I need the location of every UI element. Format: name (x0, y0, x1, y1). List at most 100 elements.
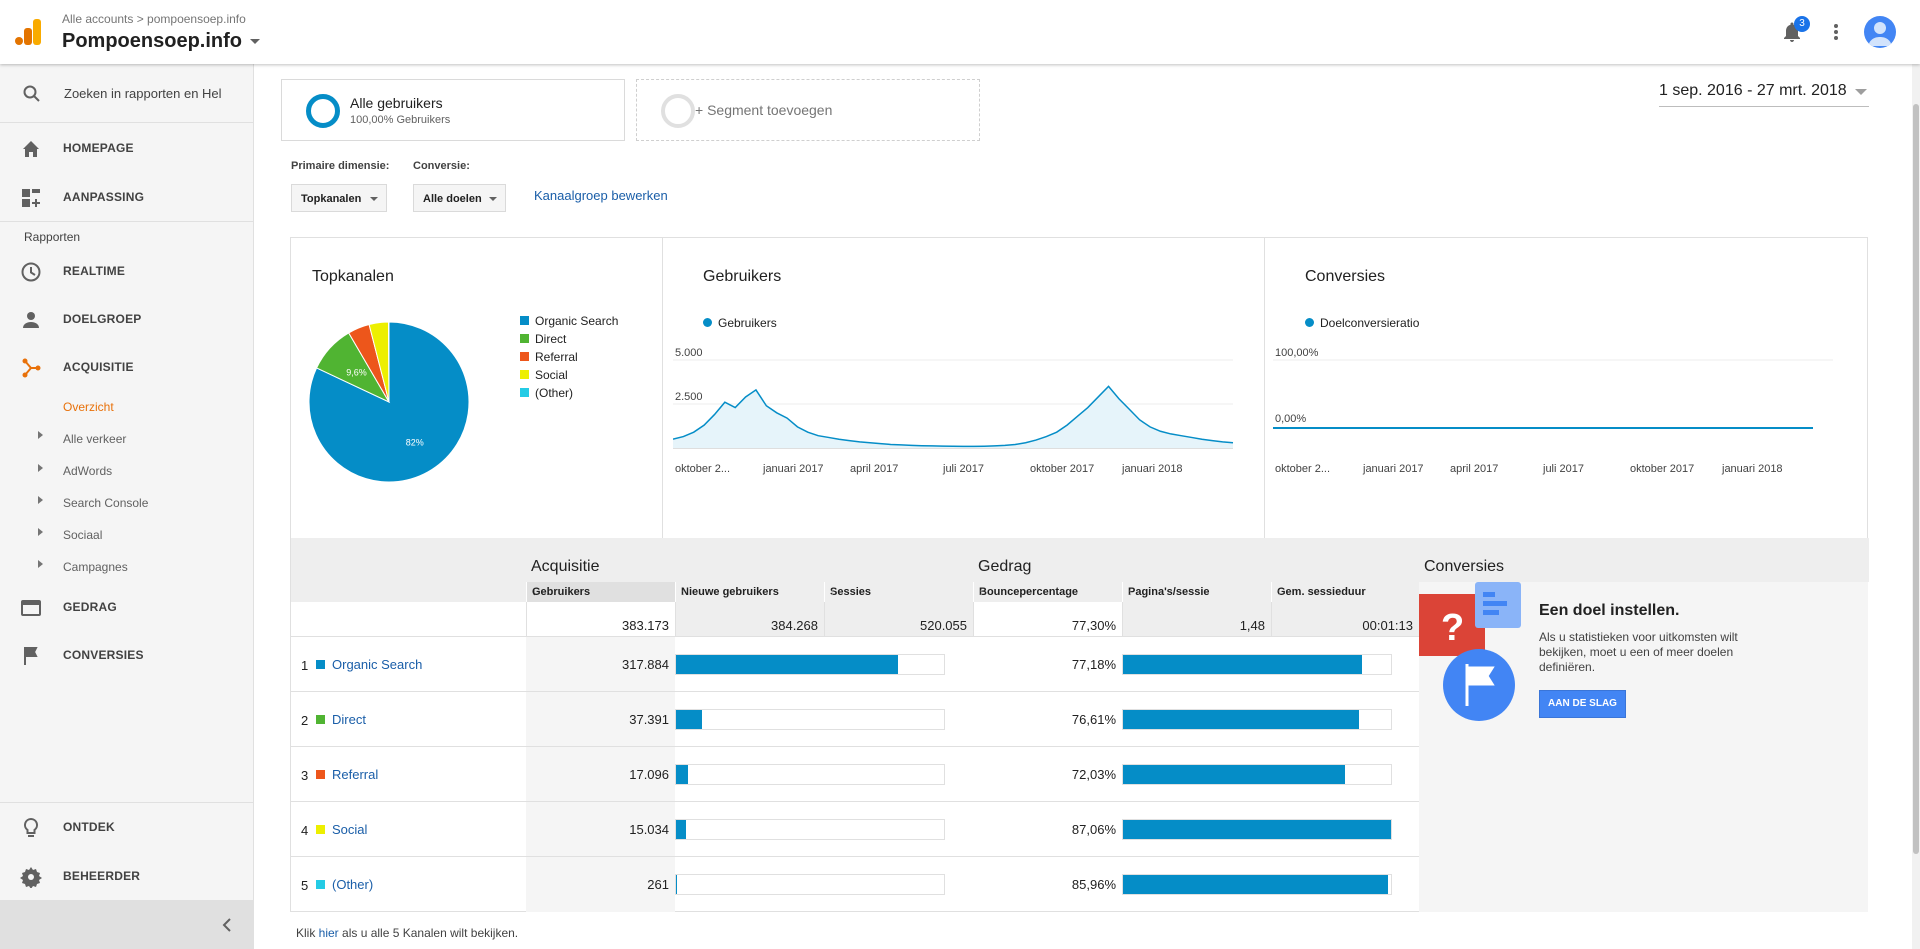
bounce-bar (1122, 654, 1392, 675)
column-header-sessions[interactable]: Sessies ↕ (824, 582, 973, 602)
table-row[interactable]: 4 Social 15.034 87,06% (291, 801, 1419, 857)
date-range-selector[interactable]: 1 sep. 2016 - 27 mrt. 2018 (1659, 82, 1869, 107)
users-bar (675, 764, 945, 785)
column-header-pages-per-session[interactable]: Pagina's/sessie ↕ (1122, 582, 1271, 602)
divider (0, 221, 254, 222)
gear-icon (20, 867, 42, 888)
sidebar-item-realtime[interactable]: REALTIME (0, 247, 254, 295)
more-options-icon[interactable] (1828, 20, 1844, 44)
column-header-bounce-rate[interactable]: Bouncepercentage ↕ (973, 582, 1122, 602)
group-label: Gedrag (978, 558, 1032, 575)
primary-dimension-dropdown[interactable]: Topkanalen (291, 184, 387, 212)
segment-ring-icon (661, 94, 695, 128)
channel-link[interactable]: Organic Search (332, 657, 423, 672)
add-segment-button[interactable]: + Segment toevoegen (636, 79, 980, 141)
row-number: 5 (301, 878, 309, 893)
channel-link[interactable]: Social (332, 822, 368, 837)
users-area-chart[interactable]: 5.000 2.500 oktober 2... januari 2017 april … (673, 338, 1253, 518)
sidebar-subitem-campaigns[interactable]: Campagnes (63, 560, 128, 574)
sidebar-subitem-adwords[interactable]: AdWords (63, 464, 113, 478)
users-value: 37.391 (526, 692, 675, 747)
search-input[interactable]: Zoeken in rapporten en Hel (64, 86, 222, 101)
conversion-line-chart[interactable]: 100,00% 0,00% oktober 2... januari 2017 apri… (1273, 338, 1853, 518)
legend-item[interactable]: (Other) (520, 386, 618, 400)
scrollbar[interactable] (1912, 64, 1920, 949)
channel-link[interactable]: Direct (332, 712, 366, 727)
users-series-line[interactable] (673, 385, 1234, 448)
scrollbar-thumb[interactable] (1913, 104, 1919, 854)
segment-name: Alle gebruikers (350, 95, 443, 111)
view-all-channels-link[interactable]: hier (318, 926, 339, 940)
sidebar-item-behavior[interactable]: GEDRAG (0, 583, 254, 631)
row-number: 1 (301, 658, 309, 673)
segment-all-users[interactable]: Alle gebruikers 100,00% Gebruikers (281, 79, 625, 141)
channel-link[interactable]: (Other) (332, 877, 374, 892)
sidebar-subitem-social[interactable]: Sociaal (63, 528, 103, 542)
get-started-button[interactable]: AAN DE SLAG (1539, 690, 1626, 718)
property-selector[interactable]: Pompoensoep.info (62, 30, 260, 53)
caret-right-icon[interactable] (38, 560, 43, 568)
table-row[interactable]: 5 (Other) 261 85,96% (291, 856, 1419, 912)
reports-heading: Rapporten (24, 230, 81, 244)
column-header-new-users[interactable]: Nieuwe gebruikers ↕ (675, 582, 824, 602)
column-header-users[interactable]: Gebruikers ↓ (526, 582, 675, 602)
total-avg-session-duration: 00:01:13 (1271, 602, 1419, 636)
bounce-rate-value: 72,03% (1071, 767, 1116, 782)
legend-item[interactable]: Referral (520, 350, 618, 364)
property-name: Pompoensoep.info (62, 30, 242, 52)
collapse-sidebar-bar[interactable] (0, 900, 254, 949)
primary-dimension-label: Primaire dimensie: (291, 160, 390, 172)
table-row[interactable]: 3 Referral 17.096 72,03% (291, 746, 1419, 802)
legend-item[interactable]: Organic Search (520, 314, 618, 328)
users-bar-fill (676, 710, 703, 729)
caret-right-icon[interactable] (38, 464, 43, 472)
goal-description: Als u statistieken voor uitkomsten wilt … (1539, 630, 1738, 674)
sidebar-subitem-all-traffic[interactable]: Alle verkeer (63, 432, 127, 446)
bounce-bar-fill (1123, 875, 1389, 894)
column-header-avg-session-duration[interactable]: Gem. sessieduur ↕ (1271, 582, 1419, 602)
x-tick-label: januari 2018 (1721, 463, 1783, 475)
chevron-down-icon (489, 197, 497, 201)
channel-link[interactable]: Referral (332, 767, 379, 782)
sidebar-item-label: HOMEPAGE (63, 141, 134, 155)
caret-right-icon[interactable] (38, 431, 43, 439)
table-row[interactable]: 2 Direct 37.391 76,61% (291, 691, 1419, 747)
notification-badge: 3 (1794, 16, 1810, 32)
row-number: 3 (301, 768, 309, 783)
legend-item[interactable]: Social (520, 368, 618, 382)
column-label: Nieuwe gebruikers (681, 586, 779, 598)
top-channels-pie-chart[interactable]: 82% 9,6% (309, 322, 469, 482)
analytics-logo-icon[interactable] (14, 18, 42, 46)
edit-channel-group-link[interactable]: Kanaalgroep bewerken (534, 188, 668, 203)
sidebar-item-label: ONTDEK (63, 820, 115, 834)
sidebar-item-customization[interactable]: AANPASSING (0, 173, 254, 221)
panel-title: Topkanalen (312, 268, 394, 285)
top-channels-panel: Topkanalen 82% 9,6% Organic Search Direct R… (291, 238, 663, 538)
conversion-dropdown[interactable]: Alle doelen (413, 184, 506, 212)
pie-slice-other[interactable] (387, 322, 390, 403)
legend-swatch (520, 316, 529, 326)
table-row[interactable]: 1 Organic Search 317.884 77,18% (291, 636, 1419, 692)
sidebar-item-homepage[interactable]: HOMEPAGE (0, 124, 254, 172)
sidebar-subitem-overview[interactable]: Overzicht (63, 400, 114, 414)
breadcrumb[interactable]: Alle accounts > pompoensoep.info (62, 12, 246, 26)
sidebar-subitem-search-console[interactable]: Search Console (63, 496, 149, 510)
search-box[interactable]: Zoeken in rapporten en Hel (0, 64, 254, 123)
sidebar-item-acquisition[interactable]: ACQUISITIE (0, 343, 254, 391)
sidebar-item-admin[interactable]: BEHEERDER (0, 852, 254, 900)
users-bar (675, 709, 945, 730)
column-header-empty (291, 582, 526, 602)
users-value: 261 (526, 857, 675, 912)
group-label: Conversies (1424, 558, 1505, 575)
sidebar: Zoeken in rapporten en Hel HOMEPAGE AANP… (0, 64, 254, 949)
chevron-left-icon[interactable] (222, 918, 232, 932)
conversions-panel: Conversies Doelconversieratio 100,00% 0,0… (1265, 238, 1869, 538)
sidebar-item-label: DOELGROEP (63, 312, 142, 326)
caret-right-icon[interactable] (38, 496, 43, 504)
avatar[interactable] (1864, 16, 1896, 48)
sidebar-item-discover[interactable]: ONTDEK (0, 803, 254, 851)
caret-right-icon[interactable] (38, 528, 43, 536)
legend-item[interactable]: Direct (520, 332, 618, 346)
sidebar-item-conversions[interactable]: CONVERSIES (0, 631, 254, 679)
sidebar-item-audience[interactable]: DOELGROEP (0, 295, 254, 343)
